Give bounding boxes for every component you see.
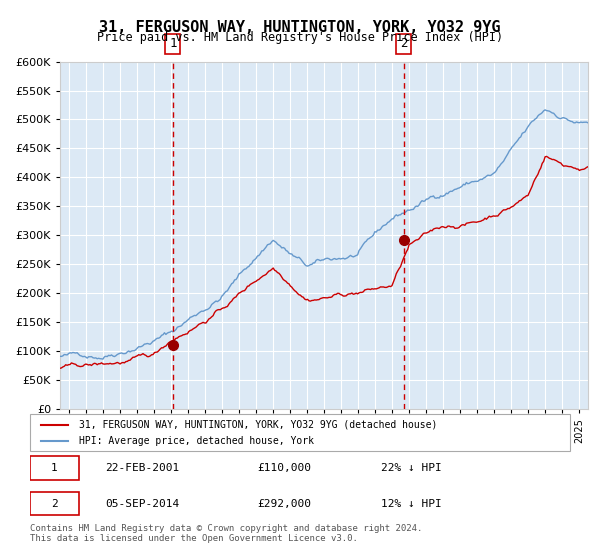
Text: 2: 2 <box>400 38 407 50</box>
Text: HPI: Average price, detached house, York: HPI: Average price, detached house, York <box>79 436 314 446</box>
Text: 1: 1 <box>51 463 58 473</box>
Text: 05-SEP-2014: 05-SEP-2014 <box>106 498 180 508</box>
Text: 2: 2 <box>51 498 58 508</box>
Text: 1: 1 <box>169 38 176 50</box>
Text: 12% ↓ HPI: 12% ↓ HPI <box>381 498 442 508</box>
FancyBboxPatch shape <box>30 414 570 451</box>
Text: Contains HM Land Registry data © Crown copyright and database right 2024.
This d: Contains HM Land Registry data © Crown c… <box>30 524 422 543</box>
Text: 22% ↓ HPI: 22% ↓ HPI <box>381 463 442 473</box>
Text: 31, FERGUSON WAY, HUNTINGTON, YORK, YO32 9YG: 31, FERGUSON WAY, HUNTINGTON, YORK, YO32… <box>99 20 501 35</box>
Text: £292,000: £292,000 <box>257 498 311 508</box>
FancyBboxPatch shape <box>30 492 79 515</box>
FancyBboxPatch shape <box>30 456 79 480</box>
Text: £110,000: £110,000 <box>257 463 311 473</box>
Text: Price paid vs. HM Land Registry's House Price Index (HPI): Price paid vs. HM Land Registry's House … <box>97 31 503 44</box>
Text: 31, FERGUSON WAY, HUNTINGTON, YORK, YO32 9YG (detached house): 31, FERGUSON WAY, HUNTINGTON, YORK, YO32… <box>79 419 437 430</box>
Text: 22-FEB-2001: 22-FEB-2001 <box>106 463 180 473</box>
